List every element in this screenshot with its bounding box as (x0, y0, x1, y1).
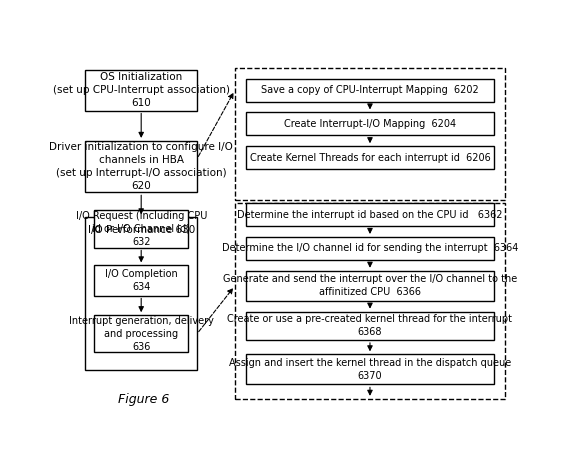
Bar (235, 203, 505, 399)
Text: Driver initialization to configure I/O
channels in HBA
(set up Interrupt-I/O ass: Driver initialization to configure I/O c… (50, 142, 233, 191)
Text: I/O Performance 630: I/O Performance 630 (88, 225, 195, 235)
Text: OS Initialization
(set up CPU-Interrupt association)
610: OS Initialization (set up CPU-Interrupt … (52, 73, 230, 108)
Text: Generate and send the interrupt over the I/O channel to the
affinitized CPU  636: Generate and send the interrupt over the… (223, 274, 517, 297)
Bar (85, 141, 197, 192)
Text: Create Interrupt-I/O Mapping  6204: Create Interrupt-I/O Mapping 6204 (284, 119, 456, 129)
Bar (246, 146, 494, 169)
Bar (246, 79, 494, 102)
Bar (85, 70, 197, 110)
Bar (85, 217, 197, 370)
Text: Determine the I/O channel id for sending the interrupt  6364: Determine the I/O channel id for sending… (222, 243, 518, 254)
Text: Figure 6: Figure 6 (118, 393, 169, 406)
Bar (246, 203, 494, 226)
Text: Interrupt generation, delivery
and processing
636: Interrupt generation, delivery and proce… (69, 316, 214, 352)
Text: I/O Request (including CPU
id or I/O Channel id)
632: I/O Request (including CPU id or I/O Cha… (75, 211, 207, 247)
Bar (246, 311, 494, 340)
Bar (246, 112, 494, 135)
Bar (94, 315, 188, 353)
Text: Determine the interrupt id based on the CPU id   6362: Determine the interrupt id based on the … (237, 210, 503, 219)
Bar (94, 265, 188, 296)
Text: Create or use a pre-created kernel thread for the interrupt
6368: Create or use a pre-created kernel threa… (228, 315, 513, 337)
Text: I/O Completion
634: I/O Completion 634 (105, 269, 177, 292)
Bar (235, 68, 505, 200)
Text: Save a copy of CPU-Interrupt Mapping  6202: Save a copy of CPU-Interrupt Mapping 620… (261, 85, 479, 95)
Bar (246, 271, 494, 301)
Bar (246, 354, 494, 384)
Bar (94, 210, 188, 248)
Text: Create Kernel Threads for each interrupt id  6206: Create Kernel Threads for each interrupt… (249, 153, 490, 163)
Bar (246, 237, 494, 260)
Text: Assign and insert the kernel thread in the dispatch queue
6370: Assign and insert the kernel thread in t… (229, 358, 511, 381)
